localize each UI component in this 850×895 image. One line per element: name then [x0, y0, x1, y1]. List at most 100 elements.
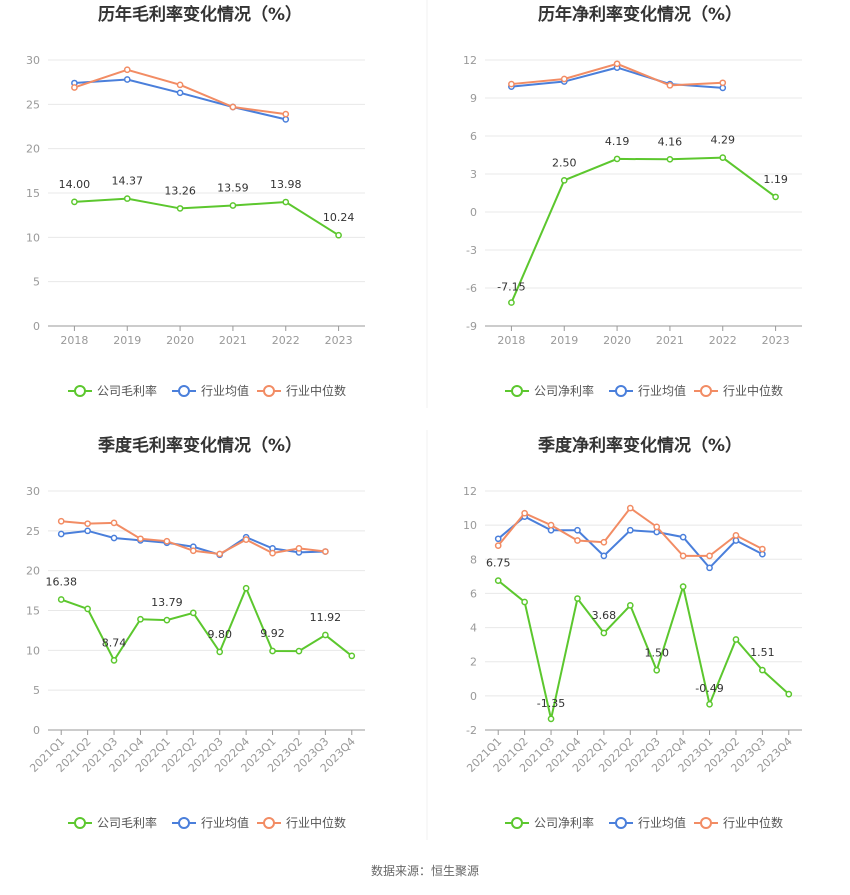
- data-point[interactable]: [679, 552, 687, 560]
- data-point[interactable]: [348, 652, 356, 660]
- data-point[interactable]: [706, 700, 713, 708]
- data-point[interactable]: [521, 509, 528, 517]
- data-point[interactable]: [57, 596, 65, 603]
- data-point[interactable]: [521, 598, 528, 606]
- legend-industry-average[interactable]: 行业均值: [172, 383, 249, 398]
- data-point[interactable]: [508, 299, 515, 306]
- data-point[interactable]: [508, 80, 515, 88]
- data-point[interactable]: [137, 535, 144, 543]
- data-point[interactable]: [626, 504, 634, 512]
- data-point[interactable]: [494, 535, 502, 543]
- data-point[interactable]: [322, 548, 329, 555]
- data-point[interactable]: [123, 76, 131, 83]
- data-point[interactable]: [613, 60, 621, 68]
- data-point[interactable]: [732, 532, 740, 539]
- data-point[interactable]: [626, 526, 634, 534]
- data-point[interactable]: [600, 629, 608, 637]
- data-point[interactable]: [110, 534, 118, 542]
- legend-industry-median[interactable]: 行业中位数: [257, 383, 346, 398]
- data-point[interactable]: [574, 595, 581, 602]
- data-point[interactable]: [494, 542, 502, 549]
- data-point[interactable]: [295, 647, 303, 655]
- data-point[interactable]: [71, 84, 78, 91]
- data-point[interactable]: [163, 616, 171, 624]
- data-point[interactable]: [295, 545, 303, 552]
- data-point[interactable]: [57, 517, 65, 525]
- data-point[interactable]: [84, 605, 91, 613]
- data-point[interactable]: [123, 195, 131, 202]
- legend-industry-median[interactable]: 行业中位数: [257, 815, 346, 830]
- data-point[interactable]: [574, 537, 581, 544]
- data-point[interactable]: [706, 564, 713, 572]
- data-point[interactable]: [176, 205, 184, 212]
- y-tick-label: -2: [466, 724, 477, 737]
- data-point[interactable]: [216, 550, 224, 558]
- data-point[interactable]: [653, 666, 661, 674]
- data-point[interactable]: [110, 657, 118, 664]
- data-point[interactable]: [759, 545, 766, 553]
- data-point[interactable]: [574, 526, 581, 534]
- data-point[interactable]: [269, 549, 276, 557]
- data-point[interactable]: [282, 110, 290, 118]
- chart-title: 季度净利率变化情况（%）: [538, 435, 742, 456]
- data-point[interactable]: [560, 75, 568, 83]
- data-point[interactable]: [626, 602, 634, 609]
- data-point[interactable]: [137, 615, 144, 623]
- data-point[interactable]: [123, 66, 131, 74]
- data-point[interactable]: [719, 79, 727, 87]
- data-point[interactable]: [242, 536, 250, 543]
- data-point[interactable]: [772, 193, 779, 201]
- data-point[interactable]: [759, 666, 766, 674]
- legend-label: 行业中位数: [723, 815, 783, 830]
- data-point[interactable]: [547, 521, 555, 529]
- data-point[interactable]: [242, 584, 250, 592]
- data-point[interactable]: [613, 155, 621, 163]
- data-point[interactable]: [547, 715, 555, 723]
- data-point[interactable]: [706, 552, 713, 560]
- legend-company[interactable]: 公司净利率: [505, 815, 594, 830]
- legend-industry-median[interactable]: 行业中位数: [694, 383, 783, 398]
- legend-industry-average[interactable]: 行业均值: [172, 815, 249, 830]
- data-point[interactable]: [189, 609, 197, 617]
- data-point[interactable]: [666, 81, 674, 89]
- legend-company[interactable]: 公司毛利率: [68, 383, 157, 398]
- data-point[interactable]: [229, 202, 237, 209]
- y-tick-label: 20: [26, 565, 40, 578]
- legend-company[interactable]: 公司毛利率: [68, 815, 157, 830]
- y-tick-label: 25: [26, 525, 40, 538]
- data-point[interactable]: [719, 154, 727, 162]
- data-point[interactable]: [322, 631, 329, 639]
- legend-industry-average[interactable]: 行业均值: [609, 815, 686, 830]
- data-point[interactable]: [732, 636, 740, 643]
- data-point[interactable]: [216, 648, 224, 656]
- data-point[interactable]: [679, 533, 687, 541]
- data-point[interactable]: [71, 198, 78, 206]
- data-point[interactable]: [229, 103, 237, 111]
- legend-industry-average[interactable]: 行业均值: [609, 383, 686, 398]
- data-point[interactable]: [189, 547, 197, 555]
- legend-company[interactable]: 公司净利率: [505, 383, 594, 398]
- y-tick-label: 3: [470, 168, 477, 181]
- data-point[interactable]: [57, 530, 65, 538]
- data-point[interactable]: [666, 155, 674, 163]
- data-point[interactable]: [600, 538, 608, 546]
- data-point[interactable]: [600, 552, 608, 560]
- data-point[interactable]: [282, 198, 290, 206]
- data-point[interactable]: [335, 231, 342, 239]
- data-point[interactable]: [176, 89, 184, 97]
- data-point[interactable]: [269, 647, 276, 655]
- data-point[interactable]: [679, 583, 687, 590]
- data-point[interactable]: [84, 527, 91, 535]
- data-point[interactable]: [653, 523, 661, 531]
- data-point[interactable]: [110, 519, 118, 527]
- series-industry-average: [494, 513, 766, 572]
- data-point[interactable]: [163, 537, 171, 545]
- data-point[interactable]: [560, 176, 568, 184]
- data-point[interactable]: [282, 116, 290, 123]
- data-point[interactable]: [84, 520, 91, 528]
- data-point[interactable]: [785, 690, 793, 698]
- data-point[interactable]: [176, 81, 184, 89]
- legend-industry-median[interactable]: 行业中位数: [694, 815, 783, 830]
- data-label: 1.51: [750, 646, 775, 659]
- data-point[interactable]: [494, 577, 502, 584]
